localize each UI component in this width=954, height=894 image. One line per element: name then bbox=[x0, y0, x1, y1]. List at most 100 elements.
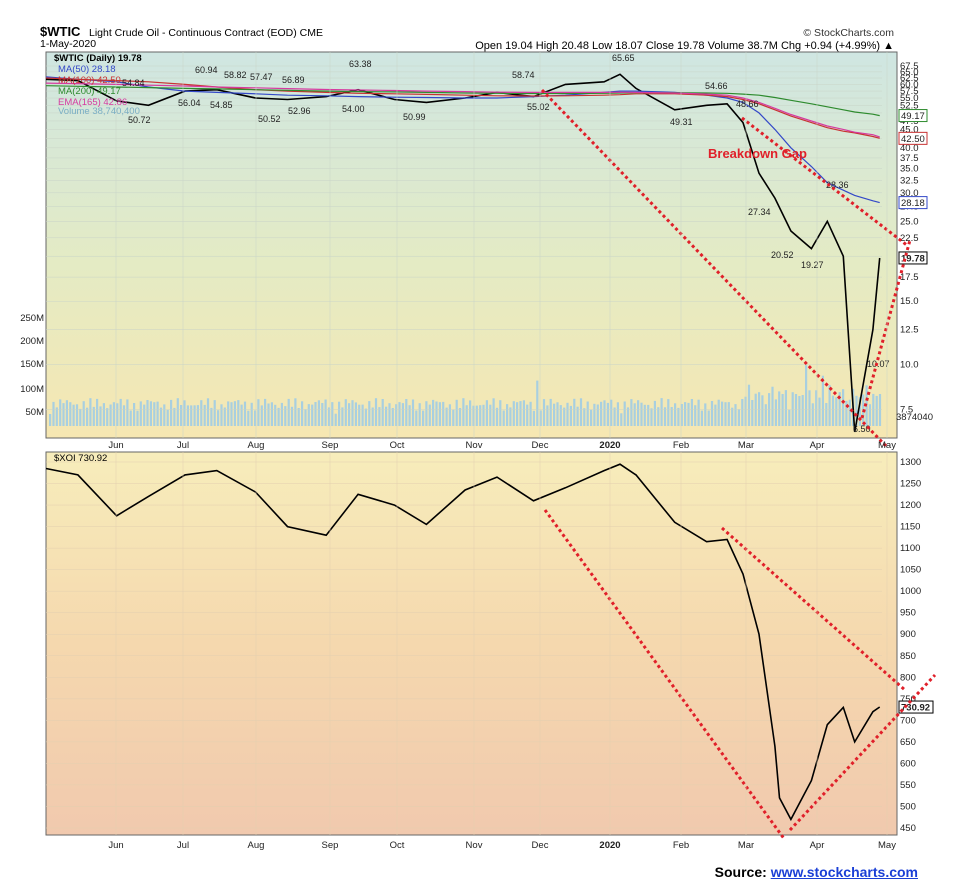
volume-bar bbox=[687, 402, 690, 426]
volume-bar bbox=[260, 405, 263, 426]
volume-bar bbox=[304, 409, 307, 426]
volume-bar bbox=[327, 407, 331, 426]
volume-bar bbox=[623, 401, 626, 426]
price-tick-label: 55.0 bbox=[900, 93, 919, 104]
volume-bar bbox=[835, 397, 838, 426]
volume-bar bbox=[596, 404, 599, 426]
volume-bar bbox=[428, 404, 431, 426]
x-axis-label: Dec bbox=[532, 840, 549, 851]
volume-bar bbox=[395, 404, 398, 426]
source-credit: Source: www.stockcharts.com bbox=[715, 864, 918, 880]
value-badge-box bbox=[898, 196, 928, 210]
volume-bar bbox=[62, 403, 65, 426]
price-tick-label: 12.5 bbox=[900, 325, 919, 336]
volume-bar bbox=[55, 407, 58, 426]
volume-bar bbox=[86, 407, 89, 426]
volume-bar bbox=[721, 401, 724, 426]
volume-bar bbox=[186, 405, 189, 426]
volume-bar bbox=[425, 401, 428, 426]
price-tick-label: 57.5 bbox=[900, 86, 919, 97]
volume-bar bbox=[173, 407, 176, 426]
x-axis-label: Feb bbox=[673, 840, 689, 851]
volume-bar bbox=[398, 402, 401, 426]
volume-bar bbox=[143, 404, 146, 426]
price-annotation: 54.00 bbox=[342, 104, 365, 114]
volume-bar bbox=[109, 404, 112, 426]
volume-bar bbox=[203, 404, 206, 426]
xoi-lower-trendline bbox=[543, 509, 787, 841]
volume-bar bbox=[516, 402, 519, 426]
xoi-value-badge-label: 730.92 bbox=[901, 703, 930, 714]
volume-bar bbox=[633, 403, 636, 426]
volume-bar bbox=[294, 398, 297, 426]
volume-bar bbox=[59, 399, 62, 426]
volume-bar bbox=[254, 410, 257, 426]
volume-bar bbox=[502, 410, 505, 426]
volume-bar bbox=[771, 386, 774, 426]
volume-tick-label: 100M bbox=[20, 384, 44, 395]
ema165-line bbox=[45, 82, 880, 138]
value-badge-label: 28.18 bbox=[901, 198, 925, 209]
x-axis-label: Aug bbox=[248, 440, 265, 451]
volume-bar bbox=[405, 399, 408, 426]
price-annotation: 20.52 bbox=[771, 250, 794, 260]
volume-bar bbox=[438, 402, 441, 426]
volume-bar bbox=[331, 402, 334, 426]
volume-bar bbox=[52, 401, 55, 426]
volume-tick-label: 200M bbox=[20, 336, 44, 347]
volume-bar bbox=[401, 403, 404, 426]
volume-bar bbox=[821, 375, 824, 426]
volume-bar bbox=[529, 401, 532, 426]
x-axis-label: 2020 bbox=[599, 440, 620, 451]
volume-bar bbox=[667, 399, 670, 426]
volume-bar bbox=[616, 402, 619, 426]
volume-bar bbox=[593, 403, 596, 426]
volume-bar bbox=[741, 399, 744, 426]
price-annotation: 52.96 bbox=[288, 106, 311, 116]
volume-bar bbox=[670, 407, 673, 426]
x-axis-label: Nov bbox=[466, 440, 483, 451]
volume-bar bbox=[163, 404, 166, 426]
volume-bar bbox=[758, 392, 761, 426]
volume-bar bbox=[482, 404, 485, 426]
volume-bar bbox=[324, 399, 327, 426]
price-annotation: 28.36 bbox=[826, 180, 849, 190]
volume-bar bbox=[462, 398, 465, 426]
price-annotation: 60.94 bbox=[195, 65, 218, 75]
price-tick-label: 22.5 bbox=[900, 233, 919, 244]
volume-bar bbox=[79, 408, 82, 426]
source-prefix: Source: bbox=[714, 864, 771, 880]
volume-bar bbox=[96, 398, 99, 426]
volume-bar bbox=[348, 403, 351, 426]
xoi-tick-label: 1100 bbox=[900, 543, 920, 554]
volume-bar bbox=[489, 404, 492, 426]
xoi-value-badge-box bbox=[898, 700, 934, 714]
volume-bar bbox=[825, 403, 828, 426]
price-tick-label: 7.5 bbox=[900, 405, 913, 416]
volume-bar bbox=[75, 404, 79, 426]
volume-bar bbox=[556, 402, 559, 426]
price-tick-label: 45.0 bbox=[900, 124, 919, 135]
volume-bar bbox=[321, 403, 324, 426]
volume-bar bbox=[737, 409, 740, 426]
volume-bar bbox=[341, 407, 344, 426]
source-link[interactable]: www.stockcharts.com bbox=[770, 864, 918, 880]
volume-bar bbox=[213, 400, 216, 426]
volume-bar bbox=[374, 398, 378, 426]
xoi-tick-label: 750 bbox=[900, 694, 916, 705]
volume-bar bbox=[650, 408, 653, 426]
volume-bar bbox=[82, 401, 85, 426]
x-axis-label: Dec bbox=[532, 440, 549, 451]
volume-bar bbox=[136, 410, 139, 426]
volume-bar bbox=[129, 410, 132, 426]
price-annotation: 54.66 bbox=[705, 81, 728, 91]
price-annotation: 55.02 bbox=[527, 102, 550, 112]
volume-bar bbox=[684, 402, 687, 426]
volume-bar bbox=[458, 408, 462, 426]
volume-bar bbox=[354, 402, 357, 426]
volume-bar bbox=[277, 407, 280, 426]
price-tick-label: 15.0 bbox=[900, 296, 919, 307]
volume-bar bbox=[159, 407, 163, 426]
volume-bar bbox=[811, 403, 814, 426]
volume-bar bbox=[798, 396, 801, 426]
